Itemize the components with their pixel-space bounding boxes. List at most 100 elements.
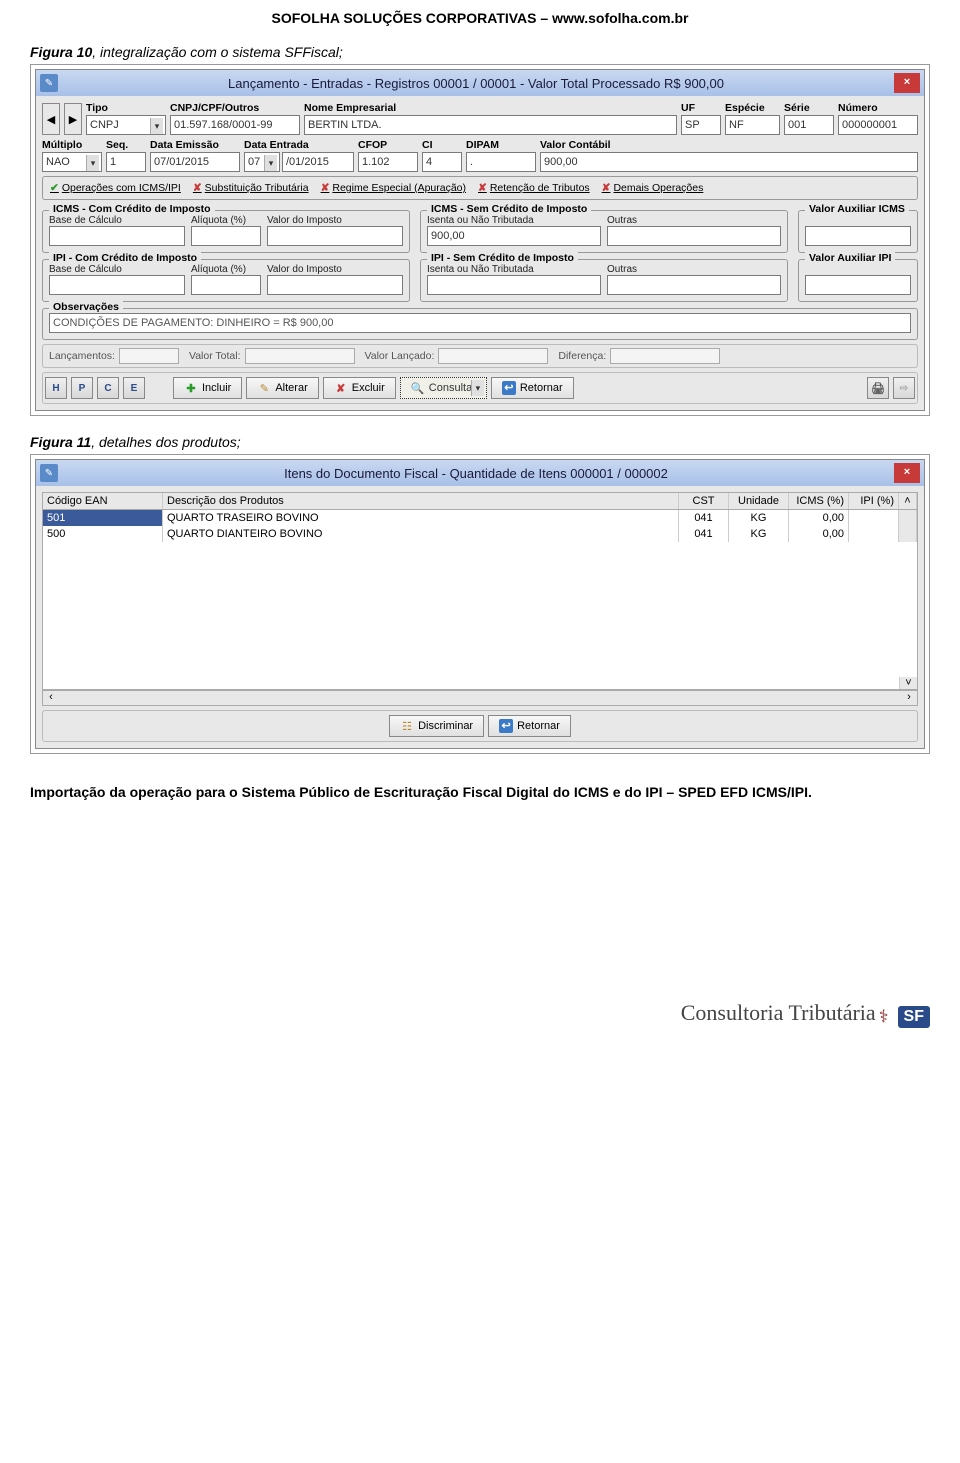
e-button[interactable]: E xyxy=(123,377,145,399)
scroll-down-button[interactable]: ˅ xyxy=(899,677,917,689)
icms-base-input[interactable] xyxy=(49,226,185,246)
status-row: Lançamentos: Valor Total: Valor Lançado:… xyxy=(42,344,918,368)
close-button[interactable]: × xyxy=(894,73,920,93)
nome-input[interactable]: BERTIN LTDA. xyxy=(304,115,677,135)
col-desc[interactable]: Descrição dos Produtos xyxy=(163,493,679,509)
outras-label: Outras xyxy=(607,264,781,275)
ipi-outras-input[interactable] xyxy=(607,275,781,295)
dataentrada-rest-input[interactable]: /01/2015 xyxy=(282,152,354,172)
dataentrada-label: Data Entrada xyxy=(244,139,354,152)
table-row[interactable]: 500 QUARTO DIANTEIRO BOVINO 041 KG 0,00 xyxy=(43,526,917,542)
ipi-base-input[interactable] xyxy=(49,275,185,295)
status-vtot-value xyxy=(245,348,355,364)
group-ipi-sem-credito: IPI - Sem Crédito de Imposto Isenta ou N… xyxy=(420,259,788,302)
valorcontabil-input[interactable]: 900,00 xyxy=(540,152,918,172)
ci-input[interactable]: 4 xyxy=(422,152,462,172)
tab-demais[interactable]: ✘Demais Operações xyxy=(597,179,709,197)
tab-regime-especial[interactable]: ✘Regime Especial (Apuração) xyxy=(316,179,471,197)
cell-ean: 501 xyxy=(43,510,163,526)
footer-logo: Consultoria Tributária ⚕ SF xyxy=(0,820,960,1048)
group-vaux-icms: Valor Auxiliar ICMS xyxy=(798,210,918,253)
nav-prev-button[interactable]: ◀ xyxy=(42,103,60,135)
numero-input[interactable]: 000000001 xyxy=(838,115,918,135)
especie-input[interactable]: NF xyxy=(725,115,780,135)
fig10-caption: Figura 10, integralização com o sistema … xyxy=(0,36,960,64)
uf-input[interactable]: SP xyxy=(681,115,721,135)
cell-ipi xyxy=(849,526,899,542)
fig10-frame: ✎ Lançamento - Entradas - Registros 0000… xyxy=(30,64,930,416)
dataemissao-input[interactable]: 07/01/2015 xyxy=(150,152,240,172)
tab-retencao[interactable]: ✘Retenção de Tributos xyxy=(473,179,595,197)
tab-label: Retenção de Tributos xyxy=(490,182,590,194)
nav-next-button[interactable]: ▶ xyxy=(64,103,82,135)
icms-valimp-input[interactable] xyxy=(267,226,403,246)
dipam-input[interactable]: . xyxy=(466,152,536,172)
multiplo-label: Múltiplo xyxy=(42,139,102,152)
cfop-input[interactable]: 1.102 xyxy=(358,152,418,172)
p-button[interactable]: P xyxy=(71,377,93,399)
c-button[interactable]: C xyxy=(97,377,119,399)
nome-label: Nome Empresarial xyxy=(304,102,677,115)
cell-cst: 041 xyxy=(679,526,729,542)
seq-label: Seq. xyxy=(106,139,146,152)
next-arrow-button[interactable]: ⇨ xyxy=(893,377,915,399)
close-button[interactable]: × xyxy=(894,463,920,483)
aliq-label: Alíquota (%) xyxy=(191,215,261,226)
col-unidade[interactable]: Unidade xyxy=(729,493,789,509)
x-icon: ✘ xyxy=(321,182,330,194)
multiplo-select[interactable]: NAO xyxy=(42,152,102,172)
seq-input[interactable]: 1 xyxy=(106,152,146,172)
table-row[interactable]: 501 QUARTO TRASEIRO BOVINO 041 KG 0,00 xyxy=(43,510,917,526)
h-button[interactable]: H xyxy=(45,377,67,399)
excluir-button[interactable]: ✘Excluir xyxy=(323,377,396,399)
tab-label: Demais Operações xyxy=(613,182,703,194)
col-ean[interactable]: Código EAN xyxy=(43,493,163,509)
window-lancamento: ✎ Lançamento - Entradas - Registros 0000… xyxy=(35,69,925,411)
brand-text: Consultoria Tributária xyxy=(681,1000,876,1025)
x-icon: ✘ xyxy=(478,182,487,194)
icms-outras-input[interactable] xyxy=(607,226,781,246)
observacoes-input[interactable]: CONDIÇÕES DE PAGAMENTO: DINHEIRO = R$ 90… xyxy=(49,313,911,333)
ipi-aliq-input[interactable] xyxy=(191,275,261,295)
scroll-right-button[interactable]: › xyxy=(901,691,917,705)
icms-isenta-input[interactable]: 900,00 xyxy=(427,226,601,246)
tipo-select[interactable]: CNPJ xyxy=(86,115,166,135)
ipi-valimp-input[interactable] xyxy=(267,275,403,295)
h-scrollbar[interactable]: ‹› xyxy=(42,690,918,706)
alterar-button[interactable]: ✎Alterar xyxy=(246,377,318,399)
group-legend: IPI - Com Crédito de Imposto xyxy=(49,252,201,264)
scroll-up-button[interactable]: ˄ xyxy=(899,493,917,509)
vaux-icms-input[interactable] xyxy=(805,226,911,246)
group-legend: ICMS - Sem Crédito de Imposto xyxy=(427,203,591,215)
retornar-button[interactable]: ↩Retornar xyxy=(488,715,571,737)
incluir-button[interactable]: ✚Incluir xyxy=(173,377,242,399)
col-icms[interactable]: ICMS (%) xyxy=(789,493,849,509)
serie-input[interactable]: 001 xyxy=(784,115,834,135)
tab-label: Operações com ICMS/IPI xyxy=(62,182,181,194)
cell-desc: QUARTO DIANTEIRO BOVINO xyxy=(163,526,679,542)
icms-aliq-input[interactable] xyxy=(191,226,261,246)
aliq-label: Alíquota (%) xyxy=(191,264,261,275)
cell-icms: 0,00 xyxy=(789,510,849,526)
col-cst[interactable]: CST xyxy=(679,493,729,509)
status-dif-label: Diferença: xyxy=(558,350,606,362)
vaux-ipi-input[interactable] xyxy=(805,275,911,295)
print-button[interactable]: 🖨 xyxy=(867,377,889,399)
valimp-label: Valor do Imposto xyxy=(267,264,403,275)
tab-subst-tributaria[interactable]: ✘Substituição Tributária xyxy=(188,179,314,197)
ipi-isenta-input[interactable] xyxy=(427,275,601,295)
fig11-rest: , detalhes dos produtos; xyxy=(91,434,240,450)
discriminar-button[interactable]: ☷Discriminar xyxy=(389,715,484,737)
tab-operacoes-icms-ipi[interactable]: ✔Operações com ICMS/IPI xyxy=(45,179,186,197)
ci-label: CI xyxy=(422,139,462,152)
fig10-rest: , integralização com o sistema SFFiscal; xyxy=(92,44,343,60)
dataentrada-day-select[interactable]: 07 xyxy=(244,152,280,172)
doc-input[interactable]: 01.597.168/0001-99 xyxy=(170,115,300,135)
retornar-button[interactable]: ↩Retornar xyxy=(491,377,574,399)
tab-bar: ✔Operações com ICMS/IPI ✘Substituição Tr… xyxy=(42,176,918,200)
scroll-left-button[interactable]: ‹ xyxy=(43,691,59,705)
col-ipi[interactable]: IPI (%) xyxy=(849,493,899,509)
search-icon: 🔍 xyxy=(411,381,425,395)
tab-label: Substituição Tributária xyxy=(205,182,309,194)
consultar-button[interactable]: 🔍Consultar xyxy=(400,377,487,399)
